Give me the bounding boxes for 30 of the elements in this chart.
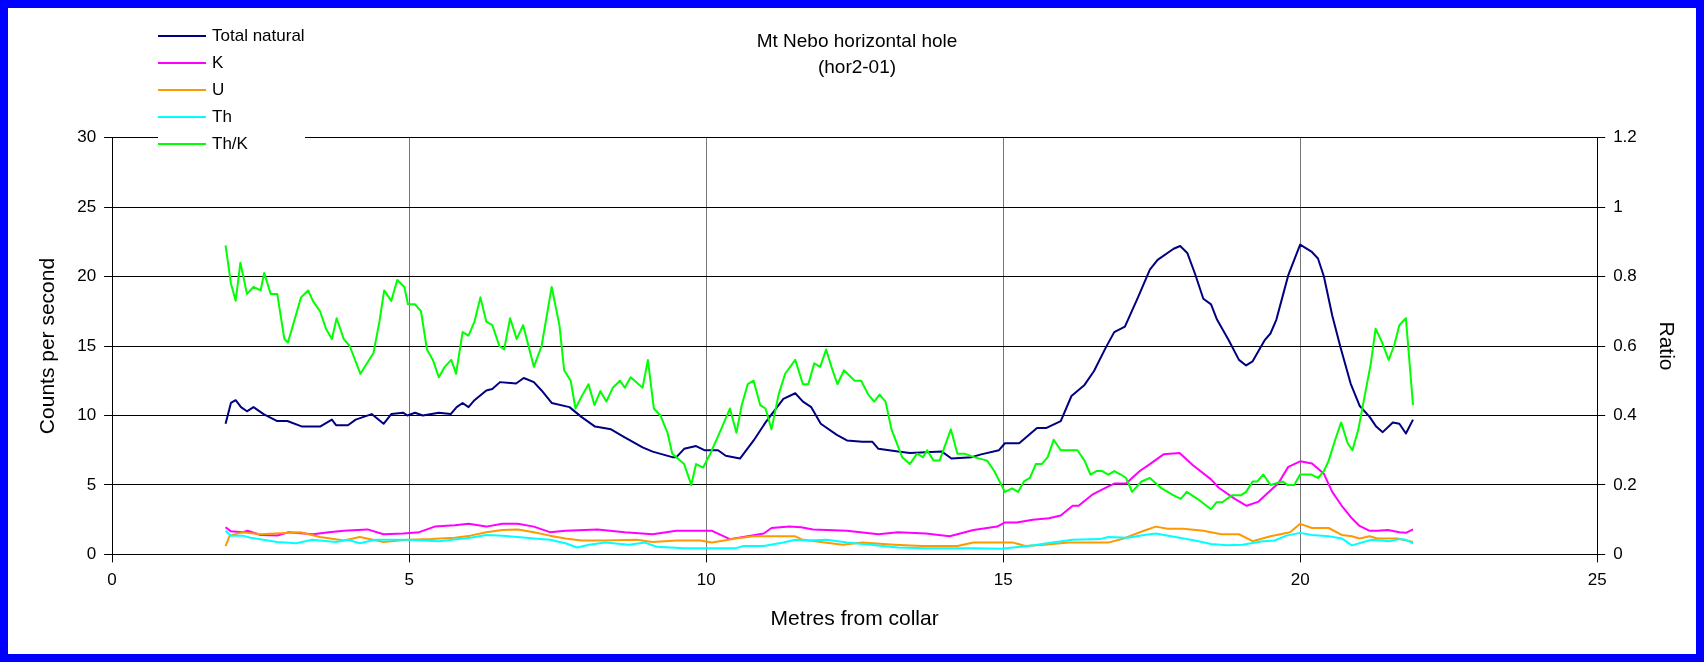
y-tick-label: 30 (77, 127, 97, 147)
y2-tick-label: 1 (1613, 196, 1623, 216)
x-tick-label: 0 (107, 570, 117, 590)
y-tick-label: 5 (86, 474, 97, 494)
chart-subtitle: (hor2-01) (817, 56, 897, 78)
legend-label: K (212, 52, 224, 73)
legend-label: U (212, 79, 225, 100)
y2-tick-label: 0.6 (1613, 335, 1637, 355)
x-tick-label: 15 (993, 570, 1013, 590)
chart-title: Mt Nebo horizontal hole (756, 29, 958, 51)
y-tick-label: 0 (86, 544, 97, 564)
y-tick-label: 20 (77, 266, 97, 286)
y-axis-title: Counts per second (35, 257, 59, 435)
y-tick-label: 25 (77, 196, 97, 216)
legend-label: Total natural (212, 25, 305, 46)
y-tick-label: 10 (77, 405, 97, 425)
x-axis-title: Metres from collar (770, 606, 939, 630)
legend-label: Th/K (212, 133, 248, 154)
x-tick-label: 20 (1290, 570, 1310, 590)
y2-tick-label: 0.4 (1613, 405, 1637, 425)
y2-axis-title: Ratio (1655, 321, 1679, 371)
x-tick-label: 25 (1587, 570, 1607, 590)
y2-tick-label: 0.8 (1613, 266, 1637, 286)
x-tick-label: 10 (696, 570, 716, 590)
y-tick-label: 15 (77, 335, 97, 355)
x-tick-label: 5 (404, 570, 414, 590)
y2-tick-label: 0.2 (1613, 474, 1637, 494)
y2-tick-label: 1.2 (1613, 127, 1637, 147)
legend-label: Th (212, 106, 232, 127)
y2-tick-label: 0 (1613, 544, 1623, 564)
